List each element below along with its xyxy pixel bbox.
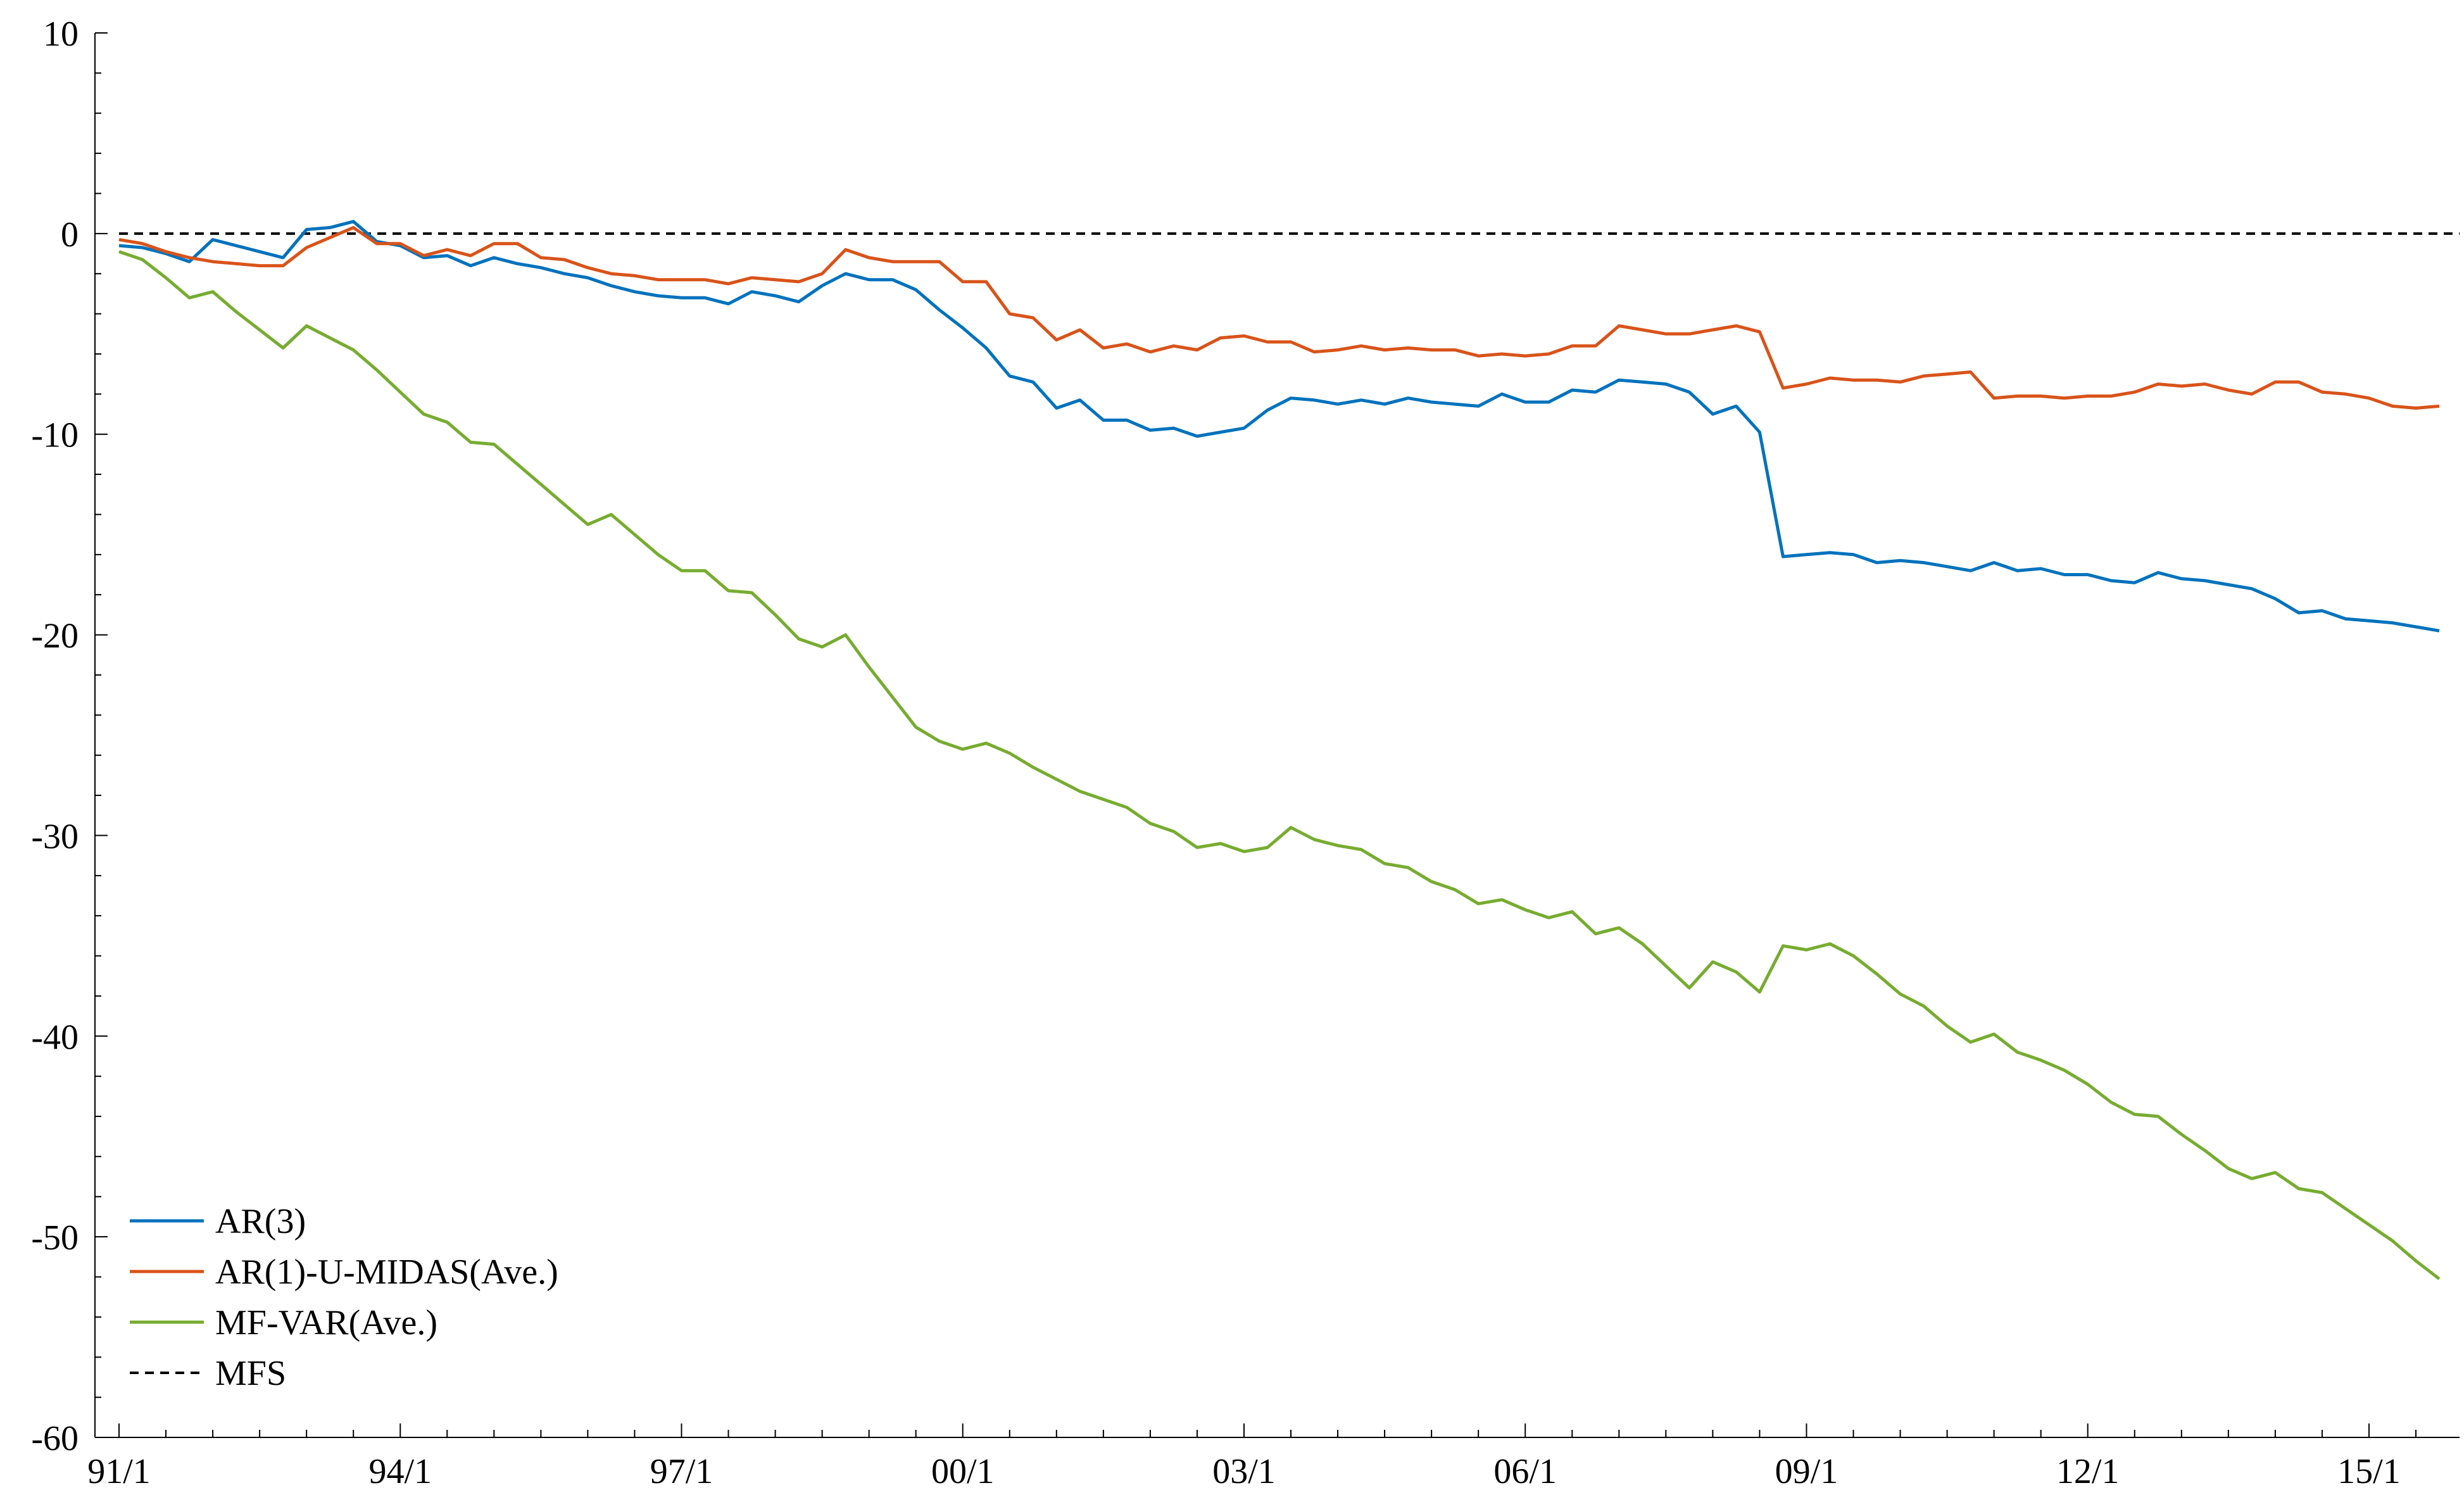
y-tick-label: -20 [31, 617, 79, 656]
x-tick-label: 15/1 [2337, 1452, 2401, 1491]
x-tick-label: 97/1 [650, 1452, 713, 1491]
x-tick-label: 00/1 [931, 1452, 995, 1491]
legend: AR(3) AR(1)-U-MIDAS(Ave.) MF-VAR(Ave.) MFS [130, 1202, 558, 1393]
x-tick-label: 09/1 [1775, 1452, 1839, 1491]
legend-label: AR(1)-U-MIDAS(Ave.) [215, 1253, 558, 1292]
x-tick-label: 94/1 [368, 1452, 432, 1491]
y-tick-label: -30 [31, 817, 79, 856]
series-line-ar-3 [118, 220, 2440, 633]
legend-label: MFS [215, 1354, 286, 1393]
legend-label: AR(3) [215, 1202, 306, 1241]
series-line-mf-var-ave [118, 250, 2441, 1280]
y-tick-label: 10 [43, 15, 79, 54]
legend-label: MF-VAR(Ave.) [215, 1303, 437, 1342]
y-tick-label: -50 [31, 1218, 79, 1258]
x-tick-label: 06/1 [1493, 1452, 1557, 1491]
y-tick-label: -10 [31, 416, 79, 455]
y-tick-label: 0 [61, 215, 79, 255]
x-tick-label: 03/1 [1212, 1452, 1276, 1491]
x-tick-label: 12/1 [2056, 1452, 2120, 1491]
series-layer [118, 220, 2460, 1280]
y-tick-label: -60 [31, 1419, 79, 1458]
x-tick-label: 91/1 [87, 1452, 151, 1491]
y-tick-label: -40 [31, 1018, 79, 1057]
series-line-ar-1-u-midas-ave [118, 225, 2440, 410]
